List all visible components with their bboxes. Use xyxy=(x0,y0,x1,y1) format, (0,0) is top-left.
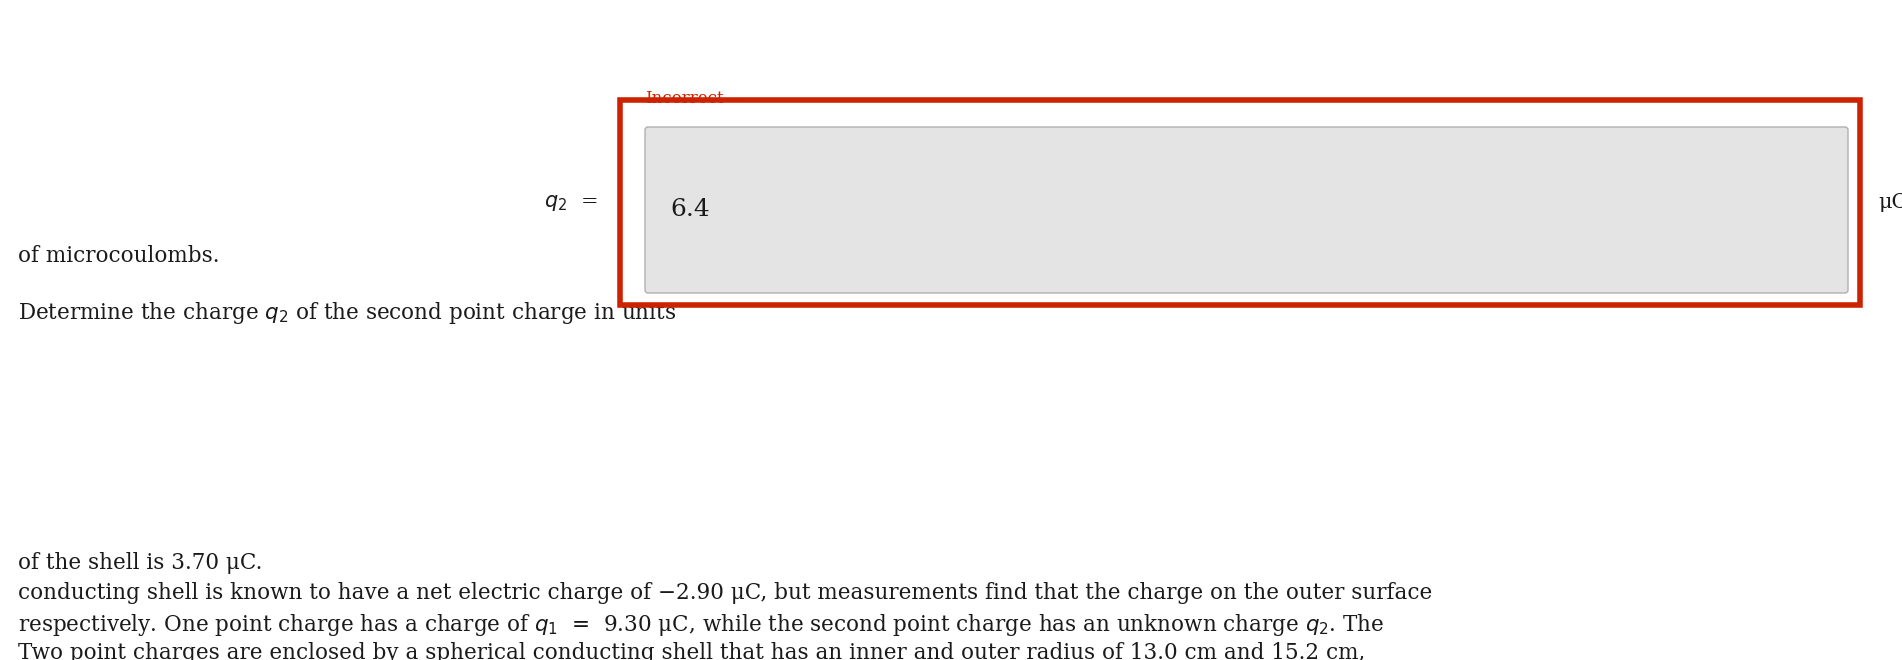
Bar xyxy=(620,100,1860,305)
Text: of microcoulombs.: of microcoulombs. xyxy=(17,245,219,267)
FancyBboxPatch shape xyxy=(645,127,1849,293)
Text: $q_2$  =: $q_2$ = xyxy=(544,193,597,213)
Text: Two point charges are enclosed by a spherical conducting shell that has an inner: Two point charges are enclosed by a sphe… xyxy=(17,642,1366,660)
Text: 6.4: 6.4 xyxy=(670,199,709,222)
Text: of the shell is 3.70 μC.: of the shell is 3.70 μC. xyxy=(17,552,262,574)
Text: Determine the charge $q_2$ of the second point charge in units: Determine the charge $q_2$ of the second… xyxy=(17,300,677,326)
Text: μC: μC xyxy=(1877,193,1902,213)
Text: Incorrect: Incorrect xyxy=(645,90,723,107)
Text: conducting shell is known to have a net electric charge of −2.90 μC, but measure: conducting shell is known to have a net … xyxy=(17,582,1432,604)
Text: respectively. One point charge has a charge of $q_1$  =  9.30 μC, while the seco: respectively. One point charge has a cha… xyxy=(17,612,1385,638)
